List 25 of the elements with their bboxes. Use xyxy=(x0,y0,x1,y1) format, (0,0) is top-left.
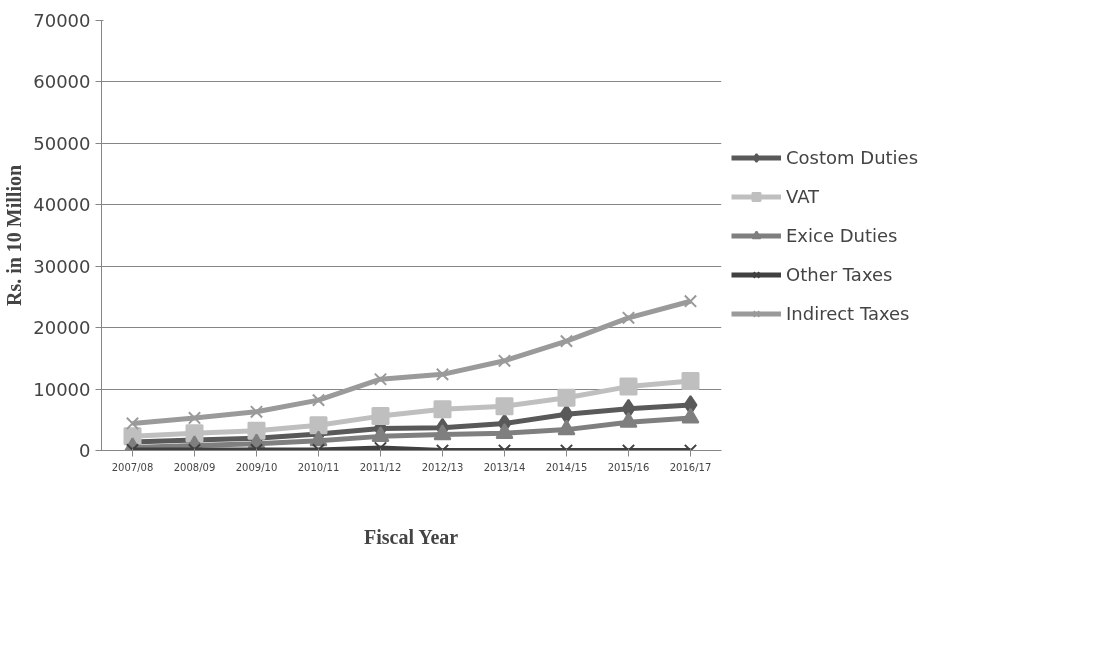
legend-label: Exice Duties xyxy=(786,224,898,246)
x-tick-label: 2015/16 xyxy=(607,461,650,473)
legend-label: VAT xyxy=(786,185,820,207)
y-tick-label: 70000 xyxy=(33,10,91,31)
y-tick-label: 50000 xyxy=(33,132,91,154)
y-tick-label: 0 xyxy=(79,440,91,461)
x-tick-label: 2014/15 xyxy=(545,461,588,473)
y-tick-label: 10000 xyxy=(33,378,91,400)
x-tick-label: 2010/11 xyxy=(297,461,340,473)
x-axis-title: Fiscal Year xyxy=(364,525,459,548)
y-tick-label: 40000 xyxy=(33,194,91,216)
y-tick-label: 20000 xyxy=(33,317,91,339)
legend-label: Other Taxes xyxy=(786,263,893,285)
y-tick-label: 60000 xyxy=(33,71,91,93)
x-tick-label: 2009/10 xyxy=(235,461,278,473)
y-tick-label: 30000 xyxy=(33,255,91,277)
x-tick-label: 2011/12 xyxy=(359,461,402,473)
x-tick-label: 2007/08 xyxy=(111,461,154,473)
x-tick-label: 2016/17 xyxy=(669,461,712,473)
y-axis-title: Rs. in 10 Million xyxy=(3,164,26,307)
x-tick-label: 2013/14 xyxy=(483,461,526,473)
legend-label: Costom Duties xyxy=(786,146,919,168)
x-tick-label: 2008/09 xyxy=(173,461,216,473)
legend-label: Indirect Taxes xyxy=(786,302,910,324)
x-tick-label: 2012/13 xyxy=(421,461,464,473)
